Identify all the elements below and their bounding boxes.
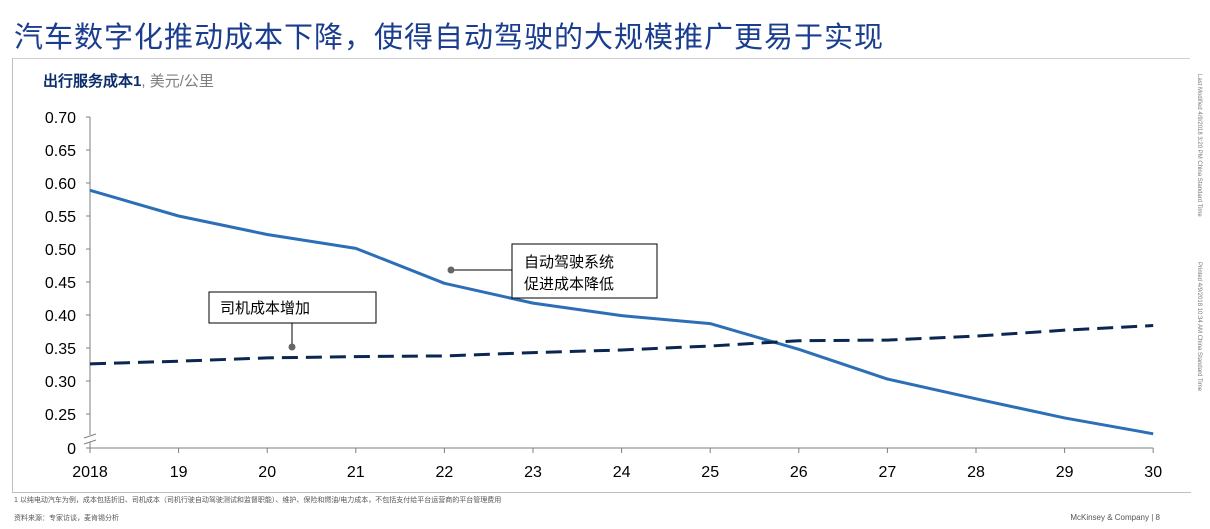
annotation-box xyxy=(208,291,377,324)
annotation-text: 促进成本降低 xyxy=(524,275,614,293)
annotation-dot xyxy=(447,266,455,274)
x-tick-label: 20 xyxy=(258,464,276,481)
brand-footer: McKinsey & Company | 8 xyxy=(1070,513,1160,522)
x-tick-label: 27 xyxy=(879,464,897,481)
y-tick-label: 0.60 xyxy=(45,176,76,193)
x-tick-label: 26 xyxy=(790,464,808,481)
x-tick-label: 23 xyxy=(524,464,542,481)
chart-title-footnote-mark: 1 xyxy=(133,73,142,90)
x-tick-label: 21 xyxy=(347,464,365,481)
annotation-box xyxy=(511,243,658,299)
x-tick-label: 29 xyxy=(1056,464,1074,481)
x-tick-label: 19 xyxy=(170,464,188,481)
x-tick-label: 22 xyxy=(436,464,454,481)
y-axis-break-mark xyxy=(83,439,97,445)
y-tick-label: 0.50 xyxy=(45,242,76,259)
chart-subtitle: 出行服务成本1, 美元/公里 xyxy=(43,70,214,91)
series-line-autonomous xyxy=(89,188,1154,436)
brand-name: McKinsey & Company xyxy=(1070,513,1150,522)
y-axis-break-mark xyxy=(83,433,97,439)
x-tick-label: 28 xyxy=(967,464,985,481)
x-tick-label: 25 xyxy=(701,464,719,481)
y-tick-label: 0.30 xyxy=(45,374,76,391)
annotation-text: 司机成本增加 xyxy=(220,299,310,317)
source-note: 资料来源：专家访谈，麦肯锡分析 xyxy=(14,515,119,522)
y-tick-label: 0 xyxy=(67,441,76,458)
panel-top-border xyxy=(12,58,1190,59)
y-tick-label: 0.40 xyxy=(45,308,76,325)
y-tick-label: 0.35 xyxy=(45,341,76,358)
y-tick-label: 0.55 xyxy=(45,209,76,226)
annotation-dot xyxy=(288,343,296,351)
y-tick-label: 0.65 xyxy=(45,143,76,160)
x-tick-label: 30 xyxy=(1144,464,1162,481)
footnote: 1 以纯电动汽车为例，成本包括折旧、司机成本（司机行驶自动驾驶测试和监督职能）、… xyxy=(14,497,502,504)
chart-panel xyxy=(12,58,1191,493)
chart-title: 出行服务成本 xyxy=(43,73,134,90)
page-number: 8 xyxy=(1155,513,1160,522)
chart-unit: , 美元/公里 xyxy=(141,73,214,90)
side-note-modified: Last Modified 4/9/2018 3:20 PM China Sta… xyxy=(1196,74,1202,217)
side-note-printed: Printed 4/9/2018 10:34 AM China Standard… xyxy=(1196,262,1202,392)
page-title: 汽车数字化推动成本下降，使得自动驾驶的大规模推广更易于实现 xyxy=(14,20,885,54)
y-tick-label: 0.25 xyxy=(45,407,76,424)
y-tick-label: 0.45 xyxy=(45,275,76,292)
x-tick-label: 24 xyxy=(613,464,631,481)
y-tick-label: 0.70 xyxy=(45,110,76,127)
annotation-text: 自动驾驶系统 xyxy=(524,253,614,271)
series-line-driver xyxy=(89,324,1154,366)
x-tick-label: 2018 xyxy=(72,464,108,481)
